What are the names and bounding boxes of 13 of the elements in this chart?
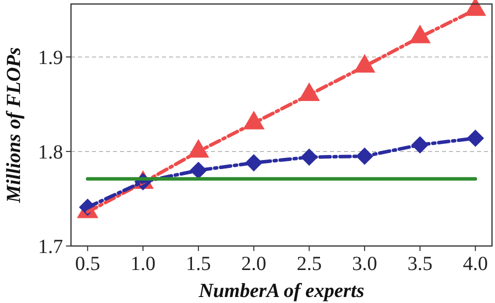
- y-axis-title: Millions of FLOPs: [3, 46, 25, 204]
- x-tick-label: 0.5: [75, 253, 100, 275]
- x-tick-label: 1.5: [186, 253, 211, 275]
- y-tick-label: 1.9: [38, 46, 63, 69]
- x-axis-title: NumberA of experts: [198, 280, 364, 302]
- x-tick-label: 2.0: [241, 253, 266, 275]
- y-tick-label: 1.8: [38, 141, 63, 164]
- x-tick-label: 4.0: [462, 253, 488, 275]
- x-tick-label: 1.0: [130, 253, 156, 275]
- y-tick-label: 1.7: [38, 236, 63, 258]
- x-tick-label: 2.5: [296, 253, 322, 275]
- x-tick-label: 3.5: [407, 253, 432, 275]
- x-tick-label: 3.0: [352, 253, 378, 275]
